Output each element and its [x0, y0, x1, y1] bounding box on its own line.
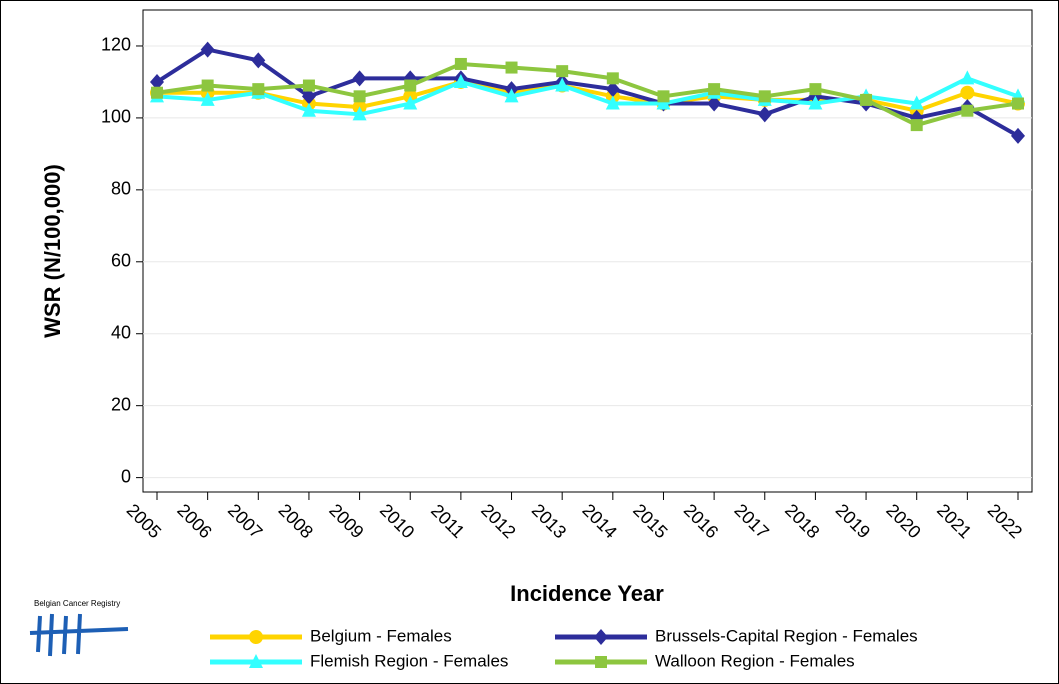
marker	[960, 85, 975, 100]
marker	[249, 630, 263, 644]
legend-label: Brussels-Capital Region - Females	[655, 626, 918, 645]
marker	[1012, 97, 1024, 110]
marker	[656, 95, 671, 110]
marker	[757, 106, 772, 123]
marker	[556, 65, 569, 78]
marker	[860, 93, 873, 106]
marker	[605, 81, 620, 98]
marker	[301, 88, 316, 105]
marker	[657, 90, 670, 103]
marker	[353, 90, 366, 103]
legend-label: Flemish Region - Females	[310, 651, 508, 670]
logo-text: Belgian Cancer Registry	[34, 599, 120, 608]
marker	[251, 52, 266, 69]
marker	[201, 79, 214, 92]
marker	[910, 119, 923, 132]
y-tick-label: 60	[111, 251, 131, 271]
legend-label: Walloon Region - Females	[655, 651, 855, 670]
logo	[29, 613, 129, 657]
legend-label: Belgium - Females	[310, 626, 452, 645]
marker	[302, 79, 315, 92]
y-tick-label: 100	[101, 107, 131, 127]
series-line	[157, 79, 1019, 113]
legend-entry: Belgium - Females	[210, 626, 452, 645]
marker	[960, 70, 975, 85]
legend-entry: Brussels-Capital Region - Females	[555, 626, 918, 645]
marker	[909, 95, 924, 110]
marker	[555, 77, 570, 92]
y-tick-label: 120	[101, 35, 131, 55]
series-line	[156, 76, 1019, 117]
marker	[961, 104, 974, 117]
marker	[352, 106, 367, 121]
marker	[453, 73, 468, 88]
marker	[505, 61, 518, 74]
marker	[808, 95, 823, 110]
marker	[200, 91, 215, 106]
x-axis-label: Incidence Year	[510, 581, 664, 606]
series	[151, 57, 1024, 132]
marker	[707, 95, 722, 112]
marker	[758, 90, 771, 103]
marker	[595, 656, 607, 668]
marker	[605, 95, 620, 110]
marker	[454, 57, 467, 70]
marker	[1011, 127, 1025, 144]
series	[150, 70, 1025, 121]
marker	[504, 88, 519, 103]
plot-frame	[142, 9, 1033, 493]
marker	[403, 95, 418, 110]
legend-entry: Flemish Region - Females	[210, 651, 508, 670]
y-tick-label: 20	[111, 394, 131, 414]
marker	[594, 629, 608, 645]
marker	[708, 83, 721, 96]
y-tick-label: 80	[111, 179, 131, 199]
marker	[352, 70, 367, 87]
marker	[252, 83, 265, 96]
y-tick-label: 40	[111, 322, 131, 342]
marker	[809, 83, 822, 96]
y-tick-label: 0	[121, 466, 131, 486]
marker	[404, 79, 417, 92]
marker	[606, 72, 619, 85]
legend-entry: Walloon Region - Females	[555, 651, 855, 670]
marker	[150, 73, 164, 90]
series-line	[156, 61, 1019, 128]
y-axis-label: WSR (N/100,000)	[40, 164, 65, 338]
marker	[301, 102, 316, 117]
marker	[249, 654, 263, 668]
marker	[151, 86, 163, 99]
marker	[200, 41, 215, 58]
